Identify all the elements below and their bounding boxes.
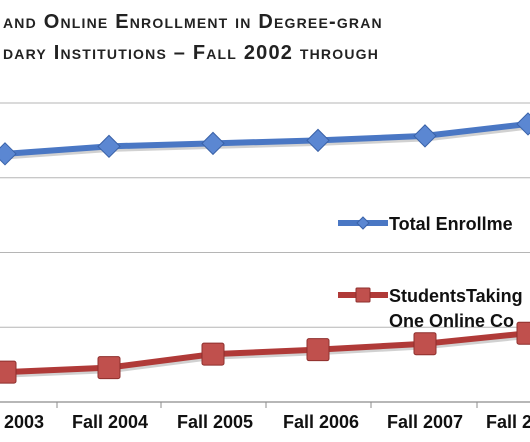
x-tick-label: Fall 2007 (387, 412, 463, 432)
legend-label-line2-online-students: One Online Co (389, 311, 514, 331)
data-point-total-enrollment (516, 112, 530, 136)
data-point-online-students (306, 338, 330, 362)
gridlines (0, 102, 530, 403)
chart-title-line-1: and Online Enrollment in Degree-gran (3, 11, 383, 33)
chart-title-line-2: dary Institutions – Fall 2002 through (3, 42, 379, 64)
data-point-total-enrollment (413, 124, 437, 148)
data-point-online-students (201, 342, 225, 366)
data-point-total-enrollment (0, 142, 17, 166)
x-tick-label: Fall 2005 (177, 412, 253, 432)
legend-label-total-enrollment: Total Enrollme (389, 214, 513, 234)
series-line-total-enrollment (4, 120, 529, 157)
x-tick-label: 2003 (4, 412, 44, 432)
data-point-total-enrollment (306, 128, 330, 153)
x-axis: 2003 Fall 2004 Fall 2005 Fall 2006 Fall 2007… (4, 402, 530, 432)
legend: Total Enrollme StudentsTaking One Online C… (338, 214, 523, 331)
x-tick-label: Fall 2 (486, 412, 530, 432)
series-layer (0, 112, 530, 384)
legend-marker-total-enrollment (356, 216, 370, 230)
data-point-online-students (0, 360, 17, 384)
data-point-online-students (97, 356, 121, 380)
data-point-online-students (413, 332, 437, 356)
x-tick-label: Fall 2004 (72, 412, 148, 432)
legend-marker-online-students (355, 287, 371, 303)
series-line-online-students (4, 330, 529, 376)
x-tick-label: Fall 2006 (283, 412, 359, 432)
data-point-online-students (516, 321, 530, 345)
legend-label-online-students: StudentsTaking (389, 286, 523, 306)
data-point-total-enrollment (97, 134, 121, 159)
data-point-total-enrollment (201, 131, 225, 156)
